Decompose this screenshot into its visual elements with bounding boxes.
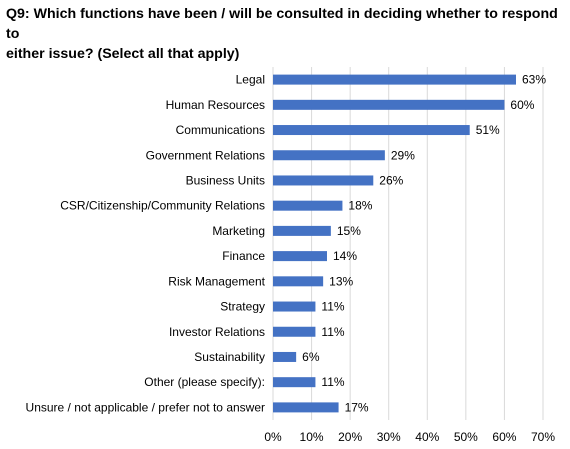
bar: [273, 377, 316, 388]
bar: [273, 225, 331, 236]
x-axis-ticks: 0% 10% 20% 30% 40% 50% 60% 70%: [264, 430, 555, 444]
category-label: Risk Management: [168, 274, 265, 288]
data-label: 14%: [333, 249, 357, 263]
bars: [273, 74, 516, 413]
data-label: 51%: [476, 123, 500, 137]
data-label: 11%: [321, 325, 344, 339]
category-label: Communications: [176, 123, 265, 137]
gridlines: [272, 67, 544, 420]
chart-title: Q9: Which functions have been / will be …: [6, 4, 564, 64]
bar: [273, 301, 316, 312]
category-label: Legal: [236, 73, 265, 87]
category-label: Marketing: [212, 224, 265, 238]
bar: [273, 326, 316, 337]
category-labels: Legal Human Resources Communications Govern…: [26, 73, 266, 415]
data-label: 11%: [321, 375, 344, 389]
data-label: 26%: [379, 173, 403, 187]
bar: [273, 99, 505, 110]
data-label: 17%: [345, 400, 369, 414]
x-tick-label: 50%: [454, 430, 478, 444]
x-tick-label: 10%: [300, 430, 324, 444]
category-label: Business Units: [186, 173, 265, 187]
category-label: Other (please specify):: [144, 375, 265, 389]
bar: [273, 402, 339, 413]
bar: [273, 150, 385, 161]
data-label: 60%: [510, 98, 534, 112]
data-label: 18%: [348, 199, 372, 213]
chart-title-line-2: either issue? (Select all that apply): [6, 46, 240, 62]
data-label: 29%: [391, 148, 415, 162]
data-label: 63%: [522, 73, 546, 87]
category-label: Sustainability: [194, 350, 265, 364]
category-label: CSR/Citizenship/Community Relations: [60, 199, 265, 213]
category-label: Human Resources: [166, 98, 265, 112]
data-label: 11%: [321, 300, 344, 314]
bar: [273, 175, 374, 186]
bar: [273, 74, 516, 85]
data-label: 6%: [302, 350, 320, 364]
category-label: Unsure / not applicable / prefer not to …: [26, 400, 265, 414]
category-label: Strategy: [220, 300, 265, 314]
x-tick-label: 20%: [338, 430, 362, 444]
bar: [273, 251, 327, 262]
x-tick-label: 70%: [531, 430, 555, 444]
x-tick-label: 40%: [415, 430, 439, 444]
x-tick-label: 60%: [492, 430, 516, 444]
bar: [273, 125, 470, 136]
value-labels: 63%60%51%29%26%18%15%14%13%11%11%6%11%17…: [302, 73, 546, 415]
category-label: Government Relations: [146, 148, 265, 162]
bar: [273, 200, 343, 211]
bar: [273, 276, 324, 287]
chart-title-line-1: Q9: Which functions have been / will be …: [6, 6, 558, 42]
category-label: Investor Relations: [169, 325, 265, 339]
category-label: Finance: [222, 249, 265, 263]
data-label: 15%: [337, 224, 361, 238]
bar: [273, 351, 297, 362]
x-tick-label: 0%: [264, 430, 282, 444]
x-tick-label: 30%: [377, 430, 401, 444]
data-label: 13%: [329, 274, 353, 288]
